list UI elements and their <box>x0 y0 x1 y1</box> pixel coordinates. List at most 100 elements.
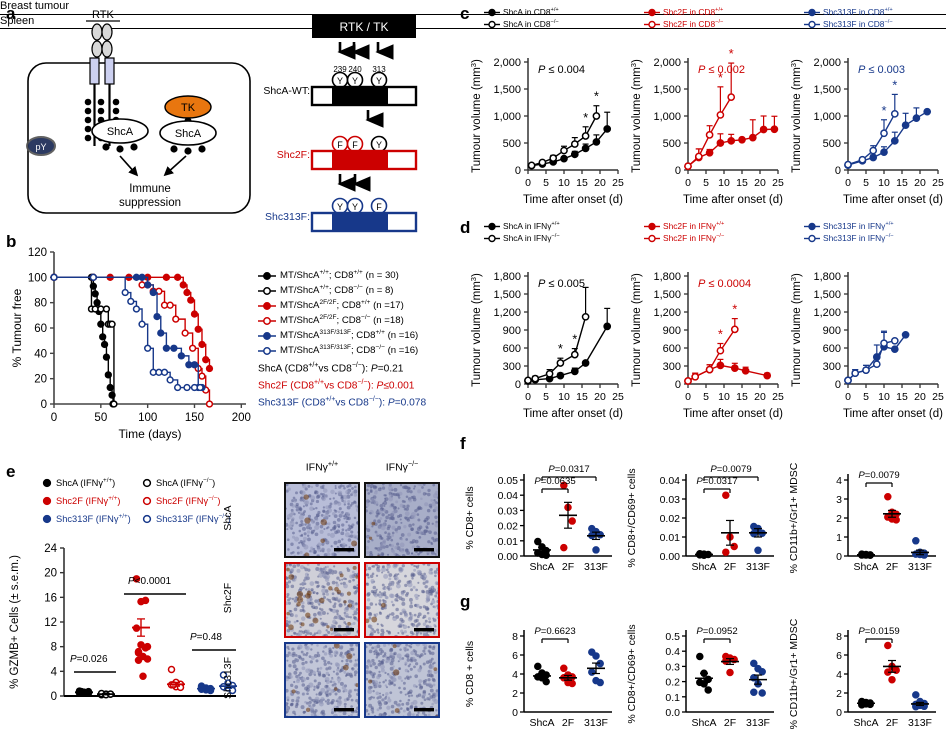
y-axis-label: % CD8+/CD69+ cells <box>626 624 638 723</box>
x-tick-label: 20 <box>594 177 606 189</box>
x-tick-label: 0 <box>525 391 531 403</box>
data-point <box>207 401 213 407</box>
chart-legend: Shc2F in IFNγ+/+Shc2F in IFNγ−/− <box>644 220 724 244</box>
y-tick-label: 80 <box>34 298 47 310</box>
histology-row-header: ShcA <box>222 478 234 558</box>
legend-item: Shc2F in CD8−/− <box>644 18 723 30</box>
data-point <box>104 306 110 312</box>
x-tick-label: 5 <box>863 391 869 403</box>
data-point <box>885 494 891 500</box>
legend-marker-icon <box>804 222 820 231</box>
legend-label: Shc313F in CD8−/− <box>823 19 893 29</box>
legend-label: Shc2F in CD8+/+ <box>663 7 723 17</box>
legend-item: ShcA in CD8−/− <box>484 18 559 30</box>
x-tick-label: 10 <box>558 177 570 189</box>
data-point <box>739 137 745 143</box>
p-value-label: P=0.0635 <box>531 476 579 487</box>
histology-image <box>284 562 360 638</box>
x-tick-label: 15 <box>896 391 908 403</box>
x-tick-label: ShcA <box>691 717 716 729</box>
legend-marker-icon <box>484 234 500 243</box>
legend-marker-icon <box>42 514 52 524</box>
legend-item: ShcA (IFNγ+/+) <box>42 474 138 491</box>
growth-line <box>688 365 767 381</box>
x-axis-label: Time after onset (d) <box>523 194 623 206</box>
y-axis-label: Tumour volume (mm3) <box>469 59 484 173</box>
p-value-label: P=0.0159 <box>855 626 903 637</box>
p-value-label: P=0.6623 <box>531 626 579 637</box>
data-point <box>92 291 98 297</box>
y-tick-label: 1 <box>836 532 842 544</box>
data-point <box>139 321 145 327</box>
legend-label: Shc313F (IFNγ−/−) <box>156 513 231 525</box>
x-tick-label: 5 <box>543 177 549 189</box>
stat-line: Shc2F (CD8+/+vs CD8−/−): P≤0.001 <box>258 379 473 396</box>
y-tick-label: 6 <box>836 650 842 662</box>
legend-item: ShcA in IFNγ−/− <box>484 232 560 244</box>
significance-star: * <box>881 103 886 118</box>
y-tick-label: 0 <box>835 379 841 391</box>
y-tick-label: 600 <box>663 343 681 355</box>
survival-curve <box>54 277 113 404</box>
y-axis-label: % CD8+ cells <box>464 486 476 549</box>
y-tick-label: 120 <box>28 247 47 259</box>
y-tick-label: 0.01 <box>498 536 519 548</box>
x-tick-label: 0 <box>685 177 691 189</box>
data-point <box>175 274 181 280</box>
y-tick-label: 0.0 <box>665 707 680 719</box>
p-value-label: P=0.0317 <box>545 464 593 475</box>
legend-marker-icon <box>484 20 500 29</box>
data-point <box>529 162 535 168</box>
y-tick-label: 1,800 <box>653 271 681 283</box>
y-tick-label: 1,500 <box>813 84 841 96</box>
legend-label: Shc2F in CD8−/− <box>663 19 723 29</box>
legend-marker-icon <box>804 8 820 17</box>
legend-marker-icon <box>142 514 152 524</box>
data-point <box>696 153 702 159</box>
x-tick-label: ShcA <box>853 717 878 729</box>
data-point <box>924 109 930 115</box>
x-tick-label: 313F <box>746 717 770 729</box>
data-point <box>572 141 578 147</box>
x-tick-label: 200 <box>232 412 251 424</box>
legend-label: Shc2F (IFNγ−/−) <box>156 495 220 507</box>
data-point <box>771 126 777 132</box>
stat-line: Shc313F (CD8+/+vs CD8−/−): P=0.078 <box>258 396 473 413</box>
data-point <box>535 663 541 669</box>
histology-row-header: Shc2F <box>222 558 234 638</box>
chart-legend: ShcA in CD8+/+ShcA in CD8−/− <box>484 6 559 30</box>
y-tick-label: 3 <box>836 494 842 506</box>
legend-label: Shc2F (IFNγ+/+) <box>56 495 120 507</box>
data-point <box>150 290 156 296</box>
y-tick-label: 8 <box>512 631 518 643</box>
significance-bracket <box>704 639 730 643</box>
y-tick-label: 900 <box>823 325 841 337</box>
data-point <box>51 274 57 280</box>
x-tick-label: 313F <box>584 717 608 729</box>
data-point <box>589 669 595 675</box>
significance-bracket <box>542 489 568 493</box>
data-point <box>100 334 106 340</box>
histology-image <box>364 562 440 638</box>
x-tick-label: 25 <box>932 177 944 189</box>
y-axis-label: Tumour volume (mm3) <box>789 59 804 173</box>
x-tick-label: 25 <box>772 391 784 403</box>
immune-line2: suppression <box>119 197 181 209</box>
x-tick-label: 0 <box>51 412 57 424</box>
x-tick-label: 25 <box>932 391 944 403</box>
legend-label: MT/ShcA2F/2F; CD8−/− (n =18) <box>280 314 404 326</box>
chart-legend: ShcA in IFNγ+/+ShcA in IFNγ−/− <box>484 220 560 244</box>
legend-marker-icon <box>484 222 500 231</box>
data-point <box>885 643 891 649</box>
y-tick-label: 0.04 <box>660 475 681 487</box>
x-tick-label: 0 <box>685 391 691 403</box>
legend-label: ShcA in IFNγ−/− <box>503 233 560 243</box>
histology-column-header: IFNγ−/− <box>364 460 440 474</box>
legend-marker-icon <box>42 496 52 506</box>
y-tick-label: 4 <box>51 666 58 678</box>
y-axis-label: Tumour volume (mm3) <box>469 273 484 387</box>
legend-item: ShcA in IFNγ+/+ <box>484 220 560 232</box>
data-point <box>874 361 880 367</box>
